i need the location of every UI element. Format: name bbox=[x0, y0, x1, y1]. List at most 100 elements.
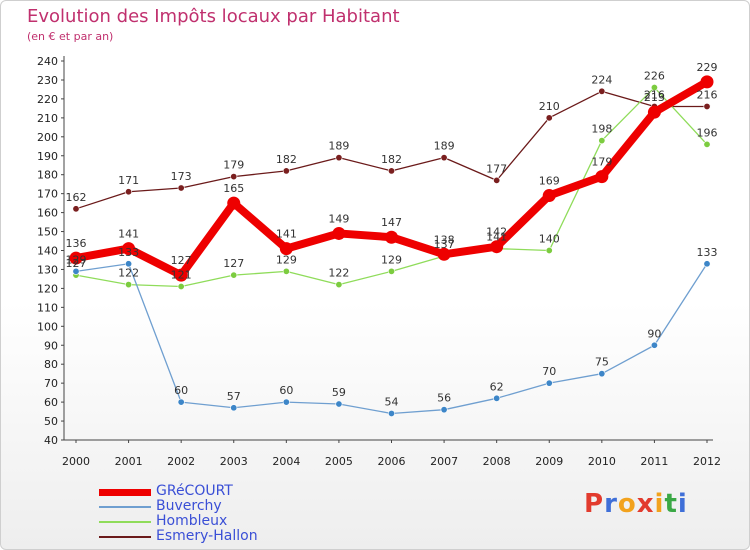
data-point-gr-court bbox=[279, 242, 293, 256]
data-point-gr-court bbox=[332, 226, 346, 240]
data-label-esmery-hallon: 182 bbox=[276, 153, 297, 166]
data-point-esmery-hallon bbox=[545, 114, 553, 122]
data-label-gr-court: 141 bbox=[276, 228, 297, 241]
data-label-buverchy: 60 bbox=[279, 384, 293, 397]
data-label-gr-court: 213 bbox=[644, 91, 665, 104]
y-tick-label: 190 bbox=[37, 150, 58, 163]
y-tick-label: 140 bbox=[37, 245, 58, 258]
logo-letter: i bbox=[677, 489, 688, 519]
data-label-gr-court: 127 bbox=[171, 254, 192, 267]
logo-letter: i bbox=[654, 489, 665, 519]
data-label-buverchy: 54 bbox=[385, 395, 399, 408]
logo-letter: t bbox=[664, 489, 678, 519]
data-label-buverchy: 56 bbox=[437, 392, 451, 405]
data-label-gr-court: 229 bbox=[697, 61, 718, 74]
data-label-hombleux: 196 bbox=[697, 126, 718, 139]
y-tick-label: 40 bbox=[44, 434, 58, 447]
data-point-buverchy bbox=[598, 370, 606, 378]
x-tick-label: 2007 bbox=[430, 455, 458, 468]
data-label-buverchy: 133 bbox=[697, 246, 718, 259]
data-point-gr-court bbox=[174, 268, 188, 282]
data-point-esmery-hallon bbox=[703, 102, 711, 110]
y-tick-label: 210 bbox=[37, 112, 58, 125]
proxiti-logo[interactable]: Proxiti bbox=[584, 489, 688, 519]
data-label-hombleux: 121 bbox=[171, 269, 192, 282]
x-tick-label: 2008 bbox=[483, 455, 511, 468]
y-tick-label: 110 bbox=[37, 301, 58, 314]
y-tick-label: 50 bbox=[44, 415, 58, 428]
data-label-esmery-hallon: 173 bbox=[171, 170, 192, 183]
data-label-gr-court: 169 bbox=[539, 175, 560, 188]
data-point-gr-court bbox=[542, 189, 556, 203]
data-point-buverchy bbox=[650, 341, 658, 349]
data-point-esmery-hallon bbox=[493, 176, 501, 184]
data-label-hombleux: 140 bbox=[539, 233, 560, 246]
data-point-esmery-hallon bbox=[177, 184, 185, 192]
y-tick-label: 230 bbox=[37, 74, 58, 87]
data-point-esmery-hallon bbox=[440, 154, 448, 162]
data-label-gr-court: 147 bbox=[381, 216, 402, 229]
data-point-esmery-hallon bbox=[335, 154, 343, 162]
data-point-esmery-hallon bbox=[125, 188, 133, 196]
logo-letter: x bbox=[636, 489, 655, 519]
y-tick-label: 100 bbox=[37, 320, 58, 333]
legend-label: GRéCOURT bbox=[156, 483, 233, 499]
data-point-esmery-hallon bbox=[72, 205, 80, 213]
data-label-buverchy: 75 bbox=[595, 356, 609, 369]
data-label-gr-court: 142 bbox=[486, 226, 507, 239]
x-tick-label: 2000 bbox=[62, 455, 90, 468]
data-label-hombleux: 226 bbox=[644, 70, 665, 83]
chart-subtitle: (en € et par an) bbox=[27, 30, 114, 43]
data-label-hombleux: 198 bbox=[591, 123, 612, 136]
data-point-esmery-hallon bbox=[230, 173, 238, 181]
x-tick-label: 2012 bbox=[693, 455, 721, 468]
y-tick-label: 130 bbox=[37, 263, 58, 276]
legend-swatch-hombleux bbox=[99, 521, 151, 523]
y-tick-label: 120 bbox=[37, 282, 58, 295]
data-label-esmery-hallon: 216 bbox=[644, 88, 665, 101]
data-label-esmery-hallon: 179 bbox=[223, 159, 244, 172]
data-point-buverchy bbox=[335, 400, 343, 408]
x-tick-label: 2011 bbox=[640, 455, 668, 468]
data-point-buverchy bbox=[440, 406, 448, 414]
x-tick-label: 2006 bbox=[378, 455, 406, 468]
data-label-gr-court: 165 bbox=[223, 182, 244, 195]
data-point-hombleux bbox=[230, 271, 238, 279]
data-point-buverchy bbox=[177, 398, 185, 406]
data-point-buverchy bbox=[72, 267, 80, 275]
data-point-buverchy bbox=[125, 260, 133, 268]
y-tick-label: 80 bbox=[44, 358, 58, 371]
data-label-buverchy: 133 bbox=[118, 246, 139, 259]
data-point-gr-court bbox=[227, 196, 241, 210]
chart-title: Evolution des Impôts locaux par Habitant bbox=[27, 6, 400, 27]
data-label-gr-court: 141 bbox=[118, 228, 139, 241]
y-tick-label: 70 bbox=[44, 377, 58, 390]
y-tick-label: 240 bbox=[37, 55, 58, 68]
data-label-gr-court: 136 bbox=[66, 237, 87, 250]
legend-swatch-buverchy bbox=[99, 506, 151, 508]
data-label-buverchy: 129 bbox=[66, 253, 87, 266]
data-point-hombleux bbox=[703, 140, 711, 148]
logo-letter: o bbox=[617, 489, 637, 519]
data-label-buverchy: 70 bbox=[542, 365, 556, 378]
data-point-buverchy bbox=[282, 398, 290, 406]
data-point-hombleux bbox=[598, 137, 606, 145]
data-point-buverchy bbox=[703, 260, 711, 268]
y-tick-label: 150 bbox=[37, 226, 58, 239]
legend-label: Esmery-Hallon bbox=[156, 528, 258, 544]
series-line-esmery-hallon bbox=[75, 90, 708, 210]
data-point-gr-court bbox=[437, 247, 451, 261]
x-tick-label: 2002 bbox=[167, 455, 195, 468]
data-point-hombleux bbox=[282, 267, 290, 275]
data-point-gr-court bbox=[385, 230, 398, 244]
data-label-gr-court: 138 bbox=[434, 233, 455, 246]
data-label-buverchy: 90 bbox=[647, 327, 661, 340]
data-label-buverchy: 60 bbox=[174, 384, 188, 397]
y-tick-label: 160 bbox=[37, 207, 58, 220]
x-tick-label: 2009 bbox=[535, 455, 563, 468]
data-label-gr-court: 149 bbox=[328, 212, 349, 225]
data-label-esmery-hallon: 216 bbox=[697, 88, 718, 101]
x-tick-label: 2001 bbox=[115, 455, 143, 468]
